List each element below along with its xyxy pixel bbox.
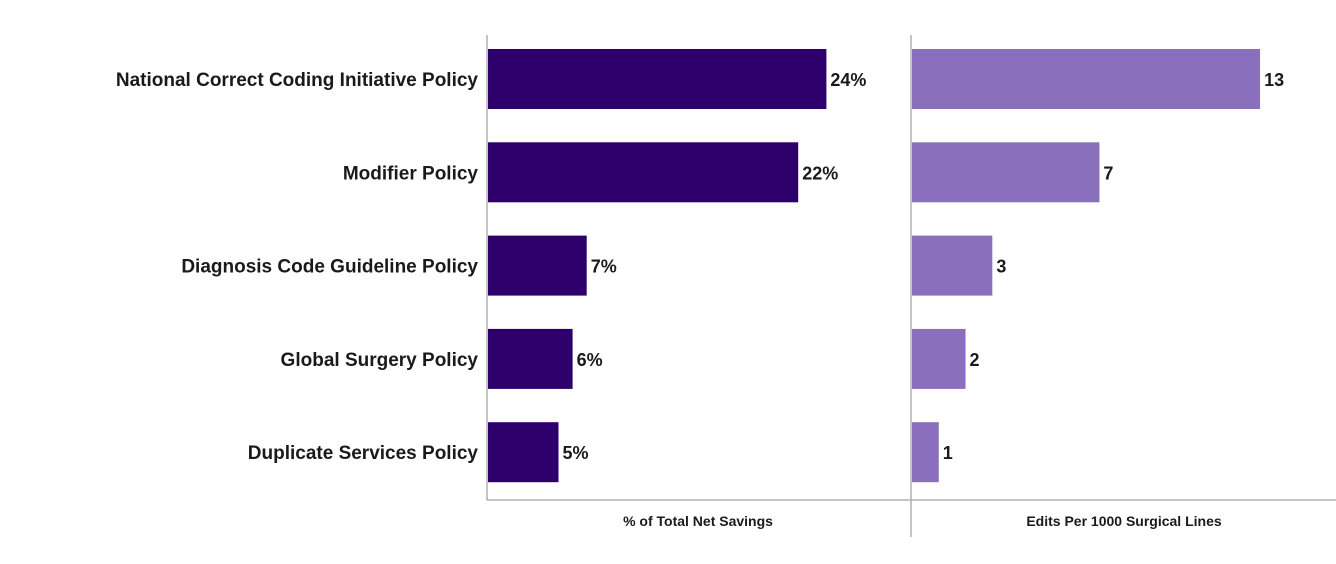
bar (912, 142, 1100, 203)
category-label: Global Surgery Policy (281, 350, 479, 371)
category-label: Diagnosis Code Guideline Policy (181, 257, 478, 278)
category-label: Duplicate Services Policy (248, 443, 479, 464)
bar (912, 235, 993, 296)
data-label: 1 (943, 443, 953, 463)
x-axis-title-net-savings: % of Total Net Savings (623, 513, 773, 529)
net-savings-panel: 24% 22% 7% 6% 5% (486, 35, 910, 501)
edits-panel: 13 7 3 2 1 (910, 35, 1336, 537)
category-label: National Correct Coding Initiative Polic… (116, 70, 479, 91)
bar (488, 142, 799, 203)
data-label: 3 (996, 257, 1006, 277)
bar (488, 328, 573, 389)
bar (488, 235, 587, 296)
data-label: 5% (563, 443, 589, 463)
data-label: 13 (1264, 70, 1284, 90)
data-label: 2 (970, 350, 980, 370)
data-label: 7 (1103, 163, 1113, 183)
data-label: 6% (577, 350, 603, 370)
category-label: Modifier Policy (343, 163, 479, 184)
bar (912, 49, 1261, 109)
x-axis-title-edits: Edits Per 1000 Surgical Lines (1026, 513, 1222, 529)
data-label: 24% (830, 70, 866, 90)
bar (488, 422, 559, 483)
bar (488, 49, 827, 109)
category-labels: National Correct Coding Initiative Polic… (116, 70, 479, 464)
bar (912, 422, 939, 483)
data-label: 7% (591, 257, 617, 277)
bar (912, 328, 966, 389)
data-label: 22% (802, 163, 838, 183)
